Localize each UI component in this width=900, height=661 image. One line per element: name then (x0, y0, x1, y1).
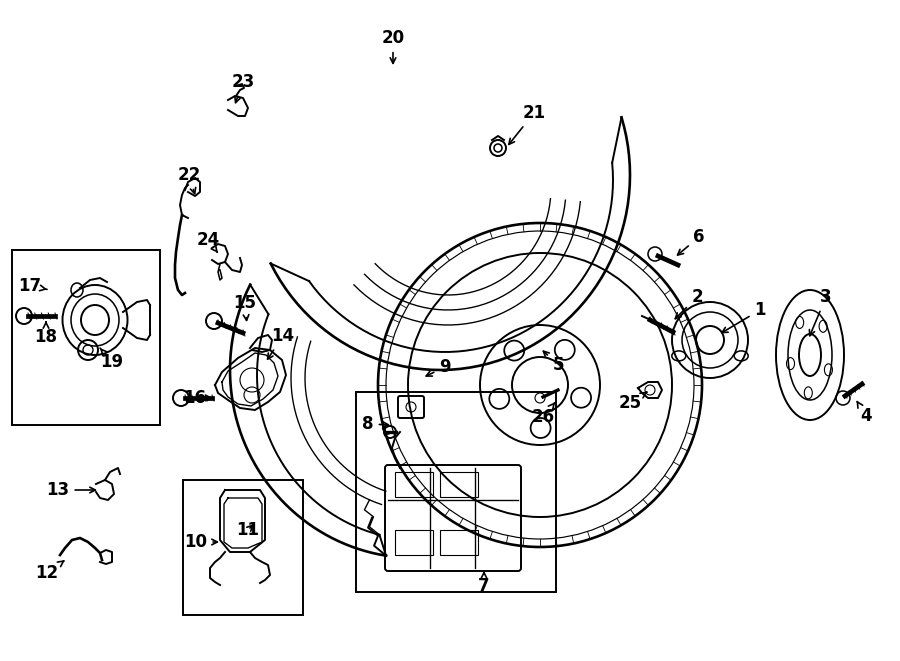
Text: 11: 11 (237, 521, 259, 539)
Bar (395, 472, 433, 497)
Text: 22: 22 (177, 166, 201, 194)
Text: 6: 6 (678, 228, 705, 255)
Text: 20: 20 (382, 29, 405, 63)
Text: 23: 23 (231, 73, 255, 102)
Text: 19: 19 (100, 348, 123, 371)
Text: 21: 21 (508, 104, 545, 144)
Bar (12, 250, 160, 425)
Text: 25: 25 (618, 392, 647, 412)
Text: 4: 4 (857, 401, 872, 425)
Text: 17: 17 (18, 277, 47, 295)
Bar (440, 472, 478, 497)
Bar (395, 530, 433, 555)
Text: 14: 14 (267, 327, 294, 359)
Text: 10: 10 (184, 533, 218, 551)
Text: 24: 24 (196, 231, 220, 252)
Text: 13: 13 (47, 481, 95, 499)
Text: 7: 7 (478, 571, 490, 595)
Text: 15: 15 (233, 294, 256, 321)
Text: 16: 16 (184, 389, 212, 407)
Bar (356, 392, 556, 592)
Bar (183, 480, 303, 615)
Text: 18: 18 (34, 322, 58, 346)
Text: 5: 5 (544, 351, 563, 374)
Text: 1: 1 (722, 301, 766, 332)
Text: 2: 2 (675, 288, 703, 319)
Bar (440, 530, 478, 555)
Text: 8: 8 (362, 415, 389, 433)
Text: 3: 3 (809, 288, 832, 336)
Text: 12: 12 (35, 561, 64, 582)
Text: 9: 9 (427, 358, 451, 376)
Text: 26: 26 (531, 403, 554, 426)
